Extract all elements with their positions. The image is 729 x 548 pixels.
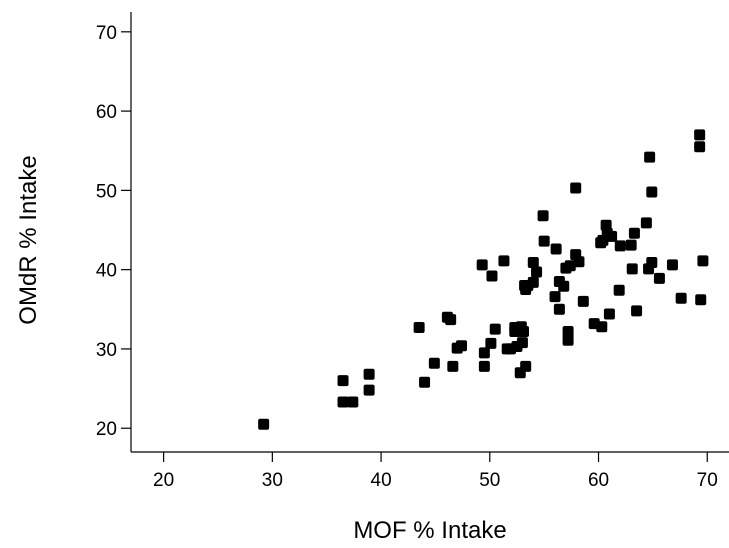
- data-point: [520, 360, 532, 372]
- data-point: [577, 295, 589, 307]
- data-point: [478, 360, 490, 372]
- x-axis-title: MOF % Intake: [353, 517, 506, 544]
- data-point: [413, 322, 425, 334]
- data-point: [596, 321, 608, 333]
- data-point: [564, 260, 576, 272]
- data-point: [489, 323, 501, 335]
- y-axis-title: OMdR % Intake: [15, 155, 42, 324]
- data-point: [363, 384, 375, 396]
- data-point: [558, 280, 570, 292]
- data-point: [646, 186, 658, 198]
- y-tick-label: 30: [96, 340, 117, 361]
- data-point: [640, 217, 652, 229]
- data-point: [258, 418, 270, 430]
- y-tick-label: 70: [96, 23, 117, 44]
- data-point: [428, 357, 440, 369]
- data-point: [476, 259, 488, 271]
- data-point: [653, 272, 665, 284]
- y-axis-ticks: 20 30 40 50 60 70: [96, 23, 131, 440]
- data-point: [603, 308, 615, 320]
- data-point: [570, 182, 582, 194]
- data-point: [675, 292, 687, 304]
- data-point: [695, 294, 707, 306]
- x-tick-label: 20: [153, 470, 174, 491]
- data-point: [562, 325, 574, 337]
- y-tick-label: 40: [96, 261, 117, 282]
- data-point: [498, 255, 510, 267]
- y-tick-label: 50: [96, 181, 117, 202]
- data-points: [258, 129, 709, 430]
- data-point: [531, 266, 543, 278]
- x-axis-ticks: 20 30 40 50 60 70: [153, 452, 718, 491]
- data-point: [516, 337, 528, 349]
- data-point: [537, 210, 549, 222]
- data-point: [666, 259, 678, 271]
- data-point: [456, 340, 468, 352]
- data-point: [527, 257, 539, 269]
- data-point: [518, 325, 530, 337]
- data-point: [550, 243, 562, 255]
- plot-area: [130, 12, 729, 453]
- data-point: [626, 263, 638, 275]
- data-point: [445, 314, 457, 326]
- data-point: [485, 337, 497, 349]
- data-point: [363, 368, 375, 380]
- data-point: [478, 347, 490, 359]
- x-tick-label: 50: [479, 470, 500, 491]
- data-point: [527, 276, 539, 288]
- data-point: [538, 235, 550, 247]
- data-point: [606, 230, 618, 242]
- x-tick-label: 60: [588, 470, 609, 491]
- data-point: [447, 360, 459, 372]
- y-tick-label: 20: [96, 419, 117, 440]
- x-tick-label: 70: [697, 470, 718, 491]
- data-point: [573, 256, 585, 268]
- data-point: [614, 240, 626, 252]
- data-point: [486, 270, 498, 282]
- data-point: [625, 239, 637, 251]
- data-point: [697, 255, 709, 267]
- data-point: [562, 334, 574, 346]
- x-tick-label: 40: [371, 470, 392, 491]
- data-point: [613, 284, 625, 296]
- data-point: [631, 305, 643, 317]
- x-tick-label: 30: [262, 470, 283, 491]
- data-point: [646, 257, 658, 269]
- data-point: [644, 151, 656, 163]
- data-point: [337, 375, 349, 387]
- data-point: [419, 376, 431, 388]
- data-point: [337, 396, 349, 408]
- y-tick-label: 60: [96, 102, 117, 123]
- data-point: [628, 227, 640, 239]
- data-point: [553, 303, 565, 315]
- data-point: [694, 129, 706, 141]
- data-point: [549, 291, 561, 303]
- data-point: [347, 396, 359, 408]
- data-point: [694, 141, 706, 153]
